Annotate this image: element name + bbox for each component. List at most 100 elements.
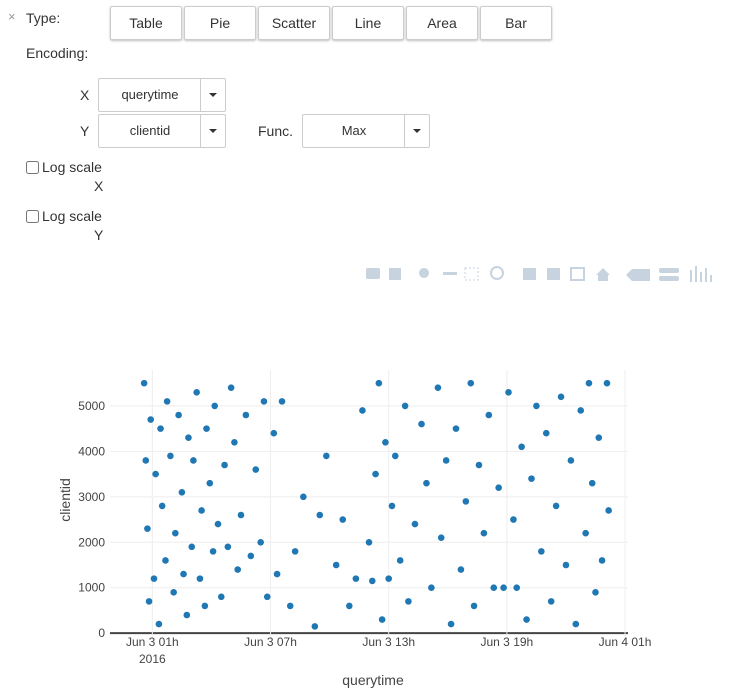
point — [178, 488, 186, 496]
point — [396, 557, 404, 564]
type-button[interactable]: Table — [110, 6, 182, 40]
y-tick-label: 4000 — [78, 444, 105, 458]
point — [605, 507, 612, 514]
point — [462, 498, 470, 505]
modebar — [366, 266, 712, 282]
point — [495, 484, 502, 492]
hover-closest-icon[interactable] — [626, 269, 650, 281]
point — [172, 529, 179, 537]
type-button[interactable]: Scatter — [258, 6, 330, 40]
select-icon[interactable] — [464, 267, 479, 281]
close-icon[interactable]: × — [8, 9, 16, 24]
point — [242, 411, 250, 419]
x-field: querytime — [121, 87, 179, 102]
point — [158, 502, 166, 510]
point — [196, 575, 204, 582]
log-y-checkbox[interactable] — [26, 210, 39, 223]
type-button[interactable]: Pie — [184, 6, 256, 40]
type-button[interactable]: Bar — [480, 6, 552, 40]
x-tick-label: Jun 3 13h — [362, 635, 415, 649]
point — [263, 593, 271, 601]
point — [237, 511, 245, 519]
point — [190, 457, 197, 464]
plotly-logo[interactable] — [690, 266, 712, 282]
point — [185, 434, 192, 442]
point — [547, 598, 555, 605]
x-label: X — [80, 87, 90, 103]
save-icon[interactable] — [389, 268, 401, 280]
y-label: Y — [80, 123, 90, 139]
point — [221, 461, 228, 469]
point — [552, 502, 560, 510]
point — [214, 520, 222, 528]
camera-icon[interactable] — [366, 268, 380, 279]
point — [162, 557, 169, 564]
zoom-icon[interactable] — [419, 268, 429, 278]
autoscale-icon[interactable] — [570, 267, 585, 281]
point — [585, 379, 593, 387]
y-field: clientid — [129, 123, 171, 138]
zoom-in-icon[interactable] — [523, 268, 536, 280]
pan-icon[interactable] — [443, 272, 457, 275]
point — [198, 507, 205, 514]
func-value: Max — [341, 123, 367, 138]
func-dropdown[interactable]: Max — [302, 114, 430, 148]
func-label: Func. — [258, 123, 294, 139]
point — [562, 561, 570, 569]
point — [175, 411, 182, 419]
hover-compare-icon[interactable] — [659, 268, 679, 273]
y-tick-label: 5000 — [78, 399, 105, 413]
point — [442, 457, 450, 464]
y-field-dropdown[interactable]: clientid — [98, 114, 226, 148]
point — [316, 511, 324, 519]
point — [457, 566, 465, 573]
point — [475, 461, 483, 469]
x-field-dropdown[interactable]: querytime — [98, 78, 226, 112]
point — [382, 438, 389, 446]
point — [411, 520, 419, 528]
point — [480, 529, 488, 537]
point — [388, 502, 396, 510]
point — [533, 402, 540, 410]
point — [434, 384, 442, 392]
point — [152, 470, 159, 478]
point — [365, 538, 373, 546]
point — [542, 429, 550, 437]
point — [452, 425, 460, 432]
point — [170, 588, 177, 596]
type-button[interactable]: Line — [332, 6, 404, 40]
point — [206, 479, 214, 487]
zoom-out-icon[interactable] — [547, 268, 560, 280]
point — [385, 575, 392, 582]
point — [286, 602, 294, 610]
y-axis-title: clientid — [57, 478, 73, 522]
point — [518, 443, 525, 451]
point — [203, 425, 210, 432]
hover-compare-icon-2[interactable] — [659, 276, 679, 281]
point — [227, 384, 235, 392]
point — [598, 557, 606, 564]
point — [437, 534, 445, 542]
log-y-label: Log scale — [42, 208, 102, 224]
type-button[interactable]: Area — [406, 6, 478, 40]
point — [247, 552, 255, 560]
point — [224, 543, 232, 551]
point — [467, 379, 475, 387]
home-icon[interactable] — [596, 268, 610, 281]
point — [592, 588, 599, 596]
point — [359, 407, 366, 414]
point — [538, 548, 545, 555]
point — [300, 493, 307, 501]
log-x-axis: X — [94, 178, 104, 194]
log-x-checkbox[interactable] — [26, 161, 39, 174]
points — [140, 379, 612, 630]
y-tick-label: 3000 — [78, 490, 105, 504]
point — [510, 516, 517, 523]
lasso-icon[interactable] — [490, 266, 504, 280]
point — [490, 584, 498, 592]
point — [500, 584, 507, 592]
point — [145, 598, 153, 605]
point — [577, 407, 585, 414]
x-tick-label: Jun 4 01h — [599, 635, 652, 649]
